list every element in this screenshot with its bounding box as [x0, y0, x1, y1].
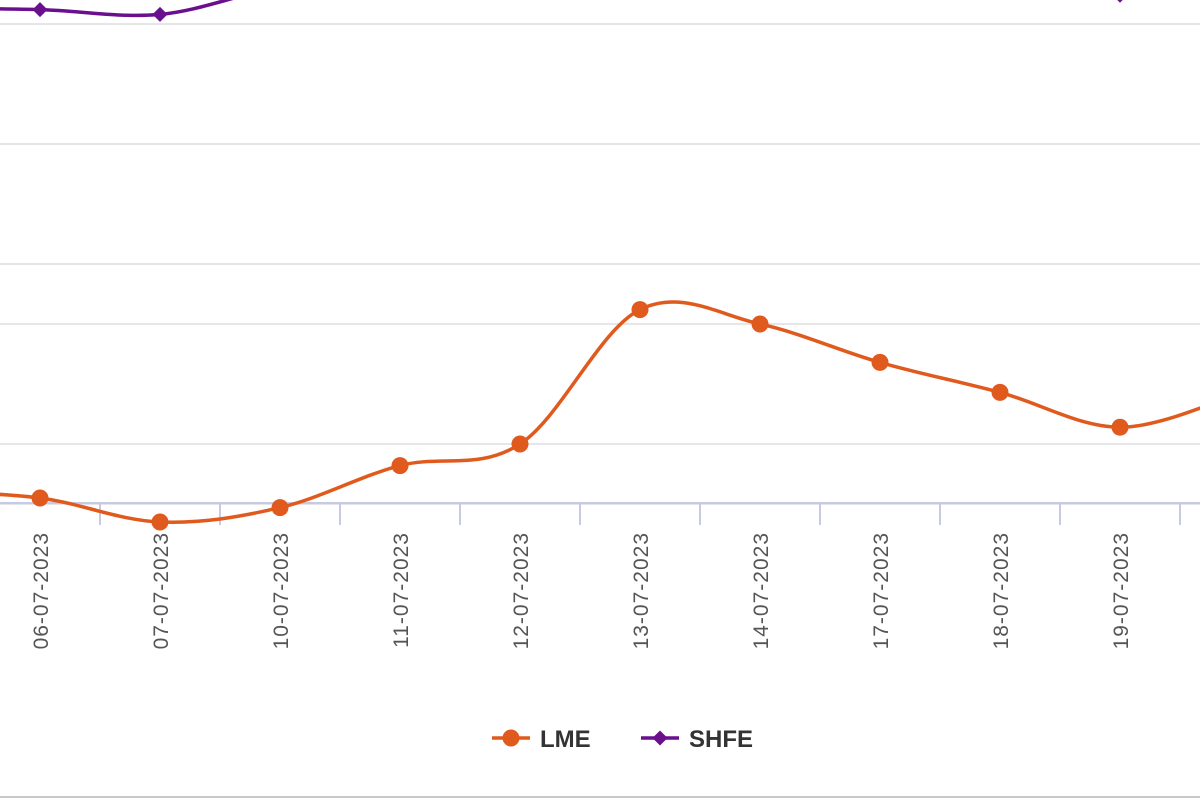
x-tick-label: 18-07-2023: [990, 532, 1013, 649]
x-axis: [0, 502, 1200, 525]
data-point-lme[interactable]: [391, 457, 409, 475]
legend-label: LME: [540, 726, 591, 753]
legend-marker: [502, 729, 520, 747]
data-point-lme[interactable]: [271, 499, 289, 517]
legend: LME SHFE: [492, 726, 753, 753]
legend-item-shfe[interactable]: SHFE: [641, 726, 753, 753]
data-point-lme[interactable]: [31, 489, 49, 507]
x-tick-label: 07-07-2023: [150, 532, 173, 649]
legend-label: SHFE: [689, 726, 753, 753]
data-point-lme[interactable]: [1111, 418, 1129, 436]
x-tick-label: 10-07-2023: [270, 532, 293, 649]
data-point-lme[interactable]: [151, 513, 169, 531]
x-tick-labels: 06-07-2023 07-07-2023 10-07-2023 11-07-2023…: [30, 532, 1133, 649]
data-point-shfe[interactable]: [32, 2, 48, 18]
series-shfe: [0, 0, 1128, 22]
data-point-lme[interactable]: [511, 435, 529, 453]
x-tick-label: 06-07-2023: [30, 532, 53, 649]
grid-layer: [0, 23, 1200, 505]
data-point-shfe[interactable]: [1113, 0, 1128, 3]
series-layer: [0, 0, 1200, 531]
series-line-shfe: [0, 0, 234, 18]
data-point-lme[interactable]: [751, 315, 769, 333]
data-point-shfe[interactable]: [152, 6, 168, 22]
x-tick-label: 12-07-2023: [510, 532, 533, 649]
data-point-lme[interactable]: [631, 301, 649, 319]
series-lme: [0, 300, 1200, 531]
x-tick-label: 17-07-2023: [870, 532, 893, 649]
data-point-lme[interactable]: [871, 353, 889, 371]
legend-marker: [652, 730, 668, 746]
series-line-lme: [0, 300, 1200, 524]
x-tick-label: 13-07-2023: [630, 532, 653, 649]
x-tick-label: 11-07-2023: [390, 532, 413, 648]
x-tick-label: 19-07-2023: [1110, 532, 1133, 649]
x-tick-label: 14-07-2023: [750, 532, 773, 649]
data-point-lme[interactable]: [991, 383, 1009, 401]
legend-item-lme[interactable]: LME: [492, 726, 591, 753]
